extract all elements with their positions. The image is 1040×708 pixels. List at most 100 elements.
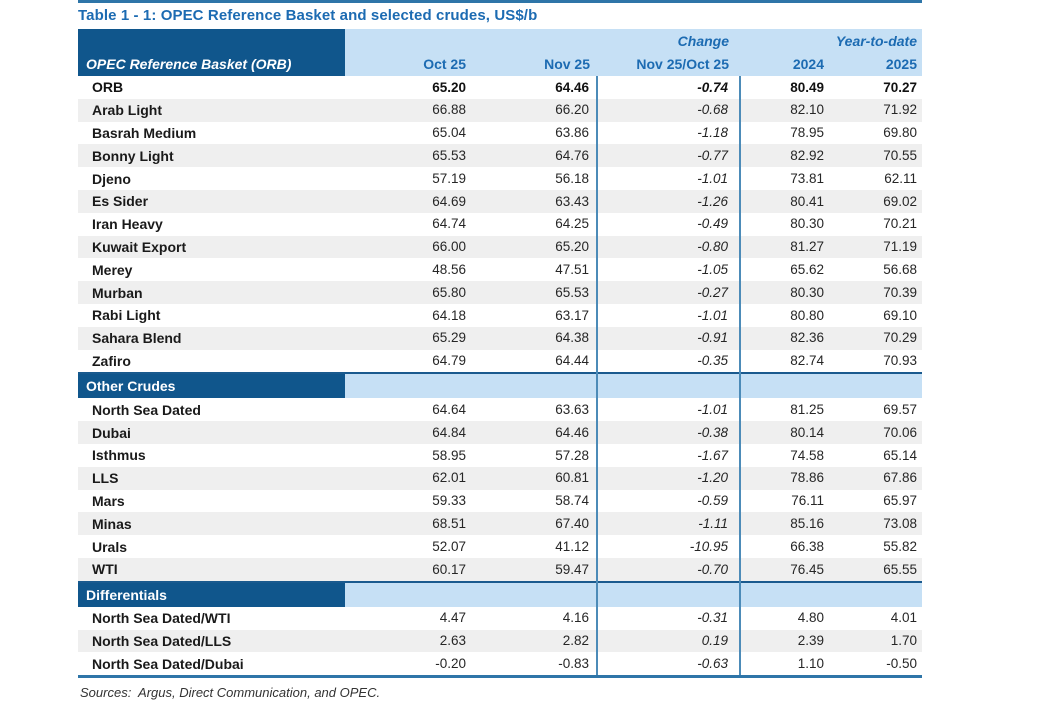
- value-cell: 52.07: [432, 538, 466, 554]
- value-cell: 64.46: [555, 79, 589, 95]
- value-cell: -0.68: [596, 98, 741, 122]
- row-label: Mars: [92, 492, 125, 509]
- table-row: Basrah Medium 65.04 63.86 -1.18 78.95 69.80: [78, 121, 922, 145]
- value-cell: 64.84: [345, 421, 473, 444]
- value-cell: 59.33: [432, 493, 466, 509]
- value-cell: -0.74: [596, 76, 741, 99]
- value-cell: 66.00: [345, 235, 473, 259]
- value-cell: 2.82: [473, 629, 597, 653]
- section-title: Differentials: [78, 580, 345, 607]
- value-cell: 68.51: [345, 512, 473, 536]
- value-cell: 47.51: [555, 262, 589, 278]
- value-cell: 85.16: [740, 512, 831, 536]
- value-cell: 2.63: [345, 629, 473, 653]
- value-cell: 70.39: [831, 281, 923, 304]
- value-cell: 56.18: [555, 170, 589, 186]
- value-cell: 57.28: [555, 447, 589, 463]
- ytd-group-header: Year-to-date: [740, 29, 923, 52]
- row-label: LLS: [78, 466, 345, 490]
- group-header-row: OPEC Reference Basket (ORB) Change Year-…: [78, 29, 923, 76]
- value-cell: 66.38: [790, 538, 824, 554]
- value-cell: 71.19: [831, 235, 923, 259]
- value-cell: 82.36: [740, 326, 831, 350]
- row-label: Murban: [78, 281, 345, 304]
- table-row: North Sea Dated/Dubai -0.20 -0.83 -0.63 1.10…: [78, 652, 922, 677]
- value-cell: 2.39: [740, 629, 831, 653]
- value-cell: 65.80: [345, 281, 473, 304]
- sources-note: Sources: Argus, Direct Communication, an…: [80, 685, 381, 701]
- value-cell: 57.19: [432, 170, 466, 186]
- section-fill-cell: [345, 580, 473, 607]
- value-cell: 4.47: [439, 610, 466, 626]
- value-cell: 64.74: [432, 216, 466, 232]
- row-label: Djeno: [92, 170, 131, 187]
- value-cell: 4.01: [890, 610, 918, 626]
- value-cell: -0.77: [596, 144, 741, 168]
- row-label: ORB: [92, 79, 124, 96]
- value-cell: 4.80: [797, 610, 824, 626]
- value-cell: -0.70: [596, 557, 741, 582]
- table-row: ORB 65.20 64.46 -0.74 80.49 70.27: [78, 76, 922, 99]
- value-cell: 64.44: [555, 353, 589, 369]
- row-label: Urals: [92, 538, 128, 555]
- value-cell: 62.11: [884, 170, 918, 186]
- value-cell: -0.31: [596, 606, 741, 630]
- value-cell: 80.80: [790, 307, 824, 323]
- value-cell: -1.20: [596, 466, 741, 490]
- value-cell: 78.95: [790, 125, 824, 141]
- value-cell: 64.76: [473, 144, 597, 168]
- value-cell: 62.01: [345, 466, 473, 490]
- value-cell: 65.97: [883, 493, 918, 509]
- value-cell: 80.30: [740, 281, 831, 304]
- value-cell: 67.40: [473, 512, 597, 536]
- value-cell: 69.57: [883, 402, 918, 417]
- table-row: Zafiro 64.79 64.44 -0.35 82.74 70.93: [78, 349, 922, 374]
- value-cell: 70.93: [883, 353, 918, 369]
- section-fill-cell: [740, 372, 831, 399]
- row-label: Zafiro: [92, 352, 131, 369]
- row-label: Kuwait Export: [78, 235, 345, 259]
- table-row: North Sea Dated 64.64 63.63 -1.01 81.25 69.57: [78, 398, 922, 422]
- table-row: Arab Light 66.88 66.20 -0.68 82.10 71.92: [78, 98, 923, 122]
- column-header-row: Oct 25 Nov 25 Nov 25/Oct 25 2024 2025: [78, 52, 923, 76]
- value-cell: 55.82: [883, 538, 918, 554]
- value-cell: 64.64: [432, 402, 466, 417]
- value-cell: 65.14: [883, 447, 918, 463]
- value-cell: 56.68: [883, 262, 918, 278]
- value-cell: -1.67: [596, 443, 741, 467]
- table-1-1-page: Table 1 - 1: OPEC Reference Basket and s…: [78, 0, 923, 701]
- row-label: Arab Light: [78, 98, 345, 122]
- value-cell: 81.25: [790, 402, 824, 417]
- col-header-2024: 2024: [740, 52, 831, 76]
- table-row: Mars 59.33 58.74 -0.59 76.11 65.97: [78, 489, 922, 513]
- value-cell: 70.21: [883, 216, 918, 232]
- value-cell: 70.06: [831, 421, 923, 444]
- value-cell: 41.12: [555, 538, 589, 554]
- value-cell: 67.86: [831, 466, 923, 490]
- value-cell: 70.55: [831, 144, 923, 168]
- value-cell: -1.01: [596, 398, 741, 422]
- value-cell: 58.74: [555, 493, 589, 509]
- value-cell: 69.80: [883, 125, 918, 141]
- value-cell: 80.30: [790, 216, 824, 232]
- value-cell: 82.10: [740, 98, 831, 122]
- section-fill-cell: [740, 580, 831, 607]
- orb-header-cell: OPEC Reference Basket (ORB): [78, 29, 345, 76]
- table-row: Merey 48.56 47.51 -1.05 65.62 56.68: [78, 258, 922, 282]
- value-cell: -1.01: [596, 303, 741, 327]
- change-group-header: Change: [597, 29, 740, 52]
- table-row: Bonny Light 65.53 64.76 -0.77 82.92 70.55: [78, 144, 923, 168]
- col-header-nov25: Nov 25: [473, 52, 597, 76]
- top-rule: [78, 0, 922, 3]
- table-row: Urals 52.07 41.12 -10.95 66.38 55.82: [78, 535, 922, 558]
- row-label: Iran Heavy: [92, 216, 163, 233]
- value-cell: 69.02: [831, 189, 923, 213]
- row-label: Isthmus: [92, 447, 146, 464]
- value-cell: 60.17: [345, 557, 473, 582]
- table-row: North Sea Dated/WTI 4.47 4.16 -0.31 4.80 4.01: [78, 606, 922, 630]
- value-cell: 63.43: [473, 189, 597, 213]
- table-header: OPEC Reference Basket (ORB) Change Year-…: [78, 29, 923, 76]
- table-row: WTI 60.17 59.47 -0.70 76.45 65.55: [78, 557, 923, 582]
- value-cell: -1.26: [596, 189, 741, 213]
- value-cell: 64.69: [345, 189, 473, 213]
